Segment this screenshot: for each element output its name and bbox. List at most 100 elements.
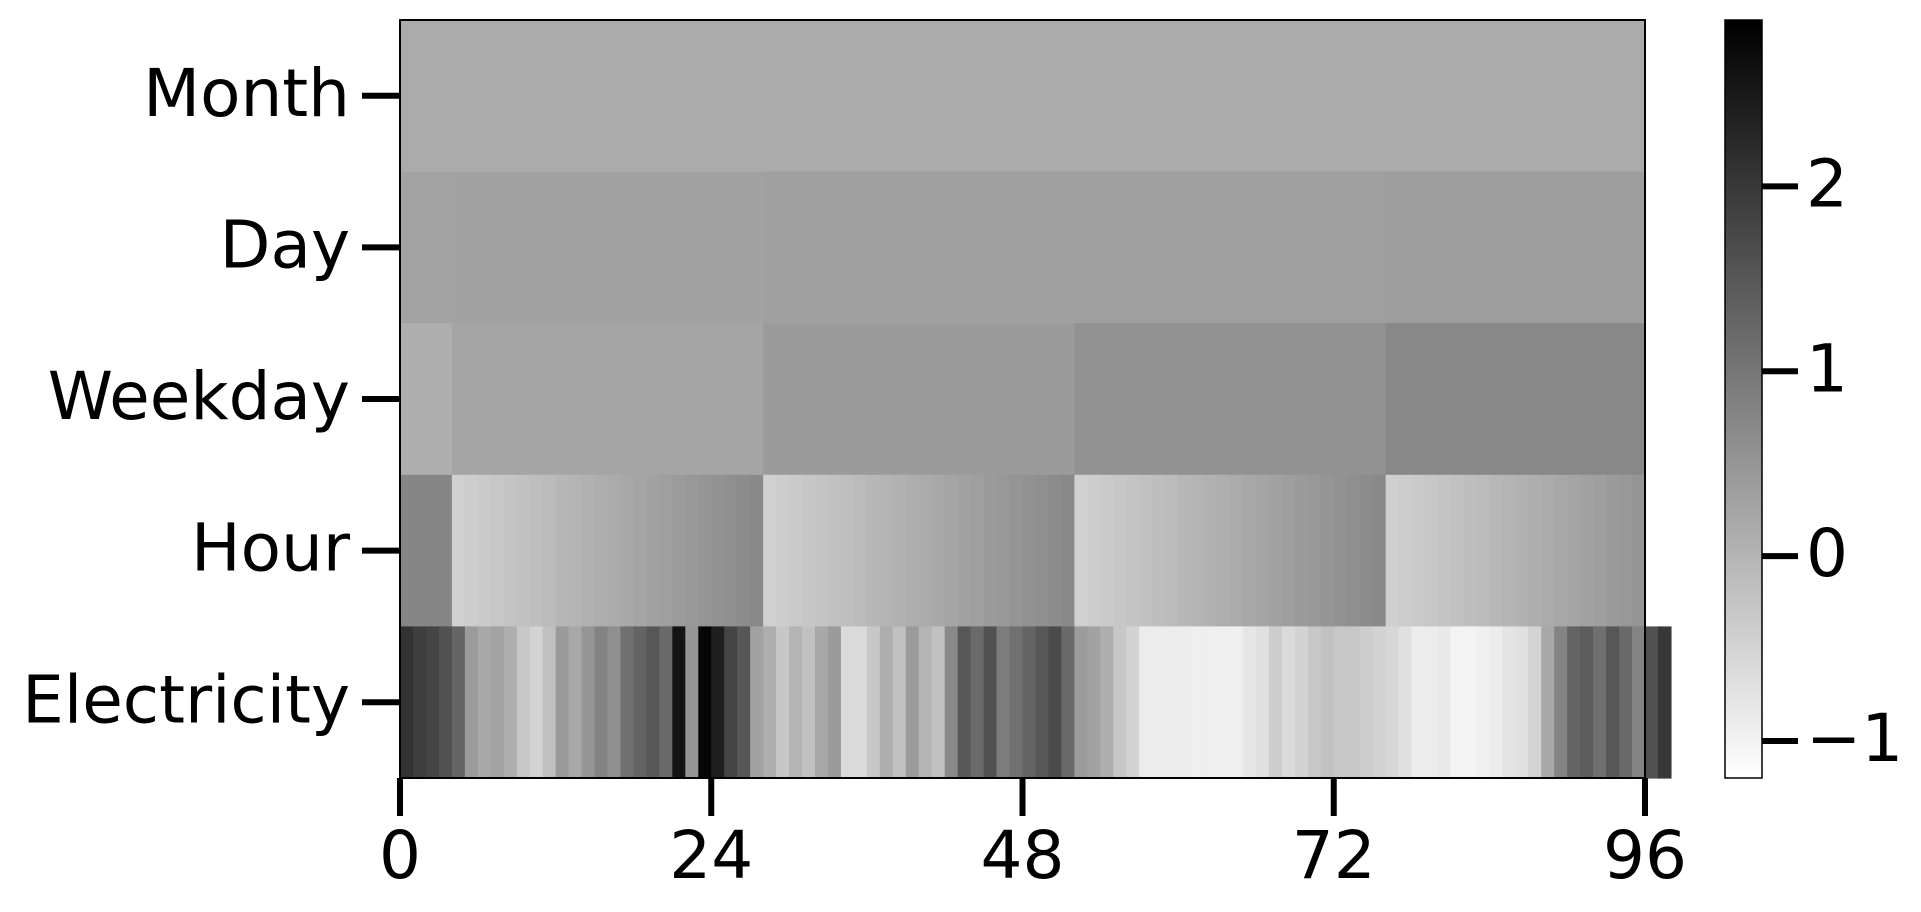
heatmap-cell bbox=[1437, 474, 1452, 627]
heatmap-cell bbox=[1217, 626, 1231, 779]
heatmap-cell bbox=[750, 626, 764, 779]
heatmap-cell bbox=[1165, 474, 1179, 627]
heatmap-cell bbox=[1372, 171, 1387, 324]
heatmap-cell bbox=[815, 20, 829, 173]
heatmap-cell bbox=[464, 171, 479, 324]
heatmap-cell bbox=[750, 20, 764, 173]
heatmap-cell bbox=[477, 323, 492, 476]
heatmap-cell bbox=[503, 171, 518, 324]
heatmap-cell bbox=[1437, 20, 1452, 173]
heatmap-cell bbox=[1165, 626, 1179, 779]
heatmap-cell bbox=[1178, 20, 1192, 173]
heatmap-cell bbox=[1242, 171, 1257, 324]
heatmap-cell bbox=[1372, 323, 1387, 476]
heatmap-cell bbox=[905, 20, 920, 173]
heatmap-cell bbox=[1152, 323, 1166, 476]
heatmap-cell bbox=[646, 171, 660, 324]
heatmap-cell bbox=[1281, 20, 1296, 173]
heatmap-cell bbox=[905, 323, 920, 476]
heatmap-cell bbox=[477, 474, 492, 627]
heatmap-cell bbox=[620, 474, 635, 627]
heatmap-cell bbox=[646, 323, 660, 476]
heatmap-cell bbox=[1463, 626, 1478, 779]
heatmap-cell bbox=[1048, 20, 1063, 173]
heatmap-cell bbox=[1191, 171, 1205, 324]
heatmap-cell bbox=[1178, 474, 1192, 627]
heatmap-cell bbox=[555, 171, 570, 324]
heatmap-cell bbox=[1606, 20, 1620, 173]
heatmap-cell bbox=[944, 474, 959, 627]
heatmap-cell bbox=[568, 474, 583, 627]
heatmap-cell bbox=[1398, 20, 1413, 173]
heatmap-cell bbox=[1255, 20, 1270, 173]
heatmap-cell bbox=[1515, 171, 1529, 324]
heatmap-cell bbox=[1294, 20, 1309, 173]
heatmap-cell bbox=[1372, 474, 1387, 627]
heatmap-cell bbox=[724, 323, 738, 476]
colorbar-tick-label: 2 bbox=[1806, 145, 1848, 222]
heatmap-cell bbox=[1048, 626, 1063, 779]
heatmap-cell bbox=[737, 474, 751, 627]
heatmap-cell bbox=[594, 323, 609, 476]
heatmap-cell bbox=[1307, 323, 1322, 476]
heatmap-cell bbox=[1113, 474, 1127, 627]
heatmap-cell bbox=[1074, 323, 1088, 476]
heatmap-cell bbox=[1593, 20, 1607, 173]
heatmap-cell bbox=[685, 323, 699, 476]
heatmap-cell bbox=[1035, 20, 1050, 173]
heatmap-cell bbox=[905, 171, 920, 324]
heatmap-cell bbox=[789, 474, 803, 627]
heatmap-cell bbox=[438, 323, 453, 476]
heatmap-cell bbox=[750, 323, 764, 476]
heatmap-cell bbox=[633, 626, 648, 779]
heatmap-cell bbox=[1398, 474, 1413, 627]
heatmap-cell bbox=[996, 323, 1011, 476]
heatmap-cell bbox=[529, 171, 544, 324]
row-label: Month bbox=[143, 55, 350, 132]
heatmap-cell bbox=[866, 474, 881, 627]
heatmap-cell bbox=[425, 20, 440, 173]
heatmap-cell bbox=[776, 171, 790, 324]
heatmap-cell bbox=[1009, 474, 1024, 627]
heatmap-cell bbox=[1398, 323, 1413, 476]
heatmap-cell bbox=[918, 171, 933, 324]
heatmap-cell bbox=[983, 171, 998, 324]
heatmap-cell bbox=[1437, 323, 1452, 476]
heatmap-cell bbox=[1528, 323, 1542, 476]
heatmap-cell bbox=[1009, 171, 1024, 324]
heatmap-cell bbox=[1515, 474, 1529, 627]
heatmap-cell bbox=[1320, 323, 1335, 476]
heatmap-cell bbox=[840, 474, 855, 627]
heatmap-cell bbox=[750, 474, 764, 627]
heatmap-cell bbox=[1476, 20, 1490, 173]
heatmap-cell bbox=[1657, 626, 1672, 779]
heatmap-cell bbox=[1255, 474, 1270, 627]
heatmap-cell bbox=[516, 626, 531, 779]
colorbar-tick-label: 1 bbox=[1806, 330, 1848, 407]
heatmap-cell bbox=[607, 323, 622, 476]
heatmap-cell bbox=[607, 171, 622, 324]
heatmap-cell bbox=[1502, 323, 1516, 476]
heatmap-cell bbox=[1619, 626, 1633, 779]
row-label: Hour bbox=[191, 510, 351, 587]
heatmap-cell bbox=[490, 20, 505, 173]
heatmap-cell bbox=[802, 171, 816, 324]
heatmap-cell bbox=[957, 171, 972, 324]
heatmap-cell bbox=[464, 474, 479, 627]
heatmap-cell bbox=[1217, 323, 1231, 476]
heatmap-cell bbox=[1035, 323, 1050, 476]
heatmap-cell bbox=[1385, 474, 1400, 627]
heatmap-cell bbox=[802, 474, 816, 627]
heatmap-cell bbox=[827, 171, 842, 324]
heatmap-cell bbox=[1619, 474, 1633, 627]
heatmap-cell bbox=[1632, 20, 1646, 173]
heatmap-cell bbox=[1372, 626, 1387, 779]
x-tick-label: 96 bbox=[1603, 817, 1687, 894]
heatmap-cell bbox=[1230, 20, 1244, 173]
heatmap-cell bbox=[996, 171, 1011, 324]
heatmap-cell bbox=[1476, 323, 1490, 476]
heatmap-cell bbox=[503, 20, 518, 173]
heatmap-cell bbox=[944, 171, 959, 324]
heatmap-cell bbox=[529, 323, 544, 476]
